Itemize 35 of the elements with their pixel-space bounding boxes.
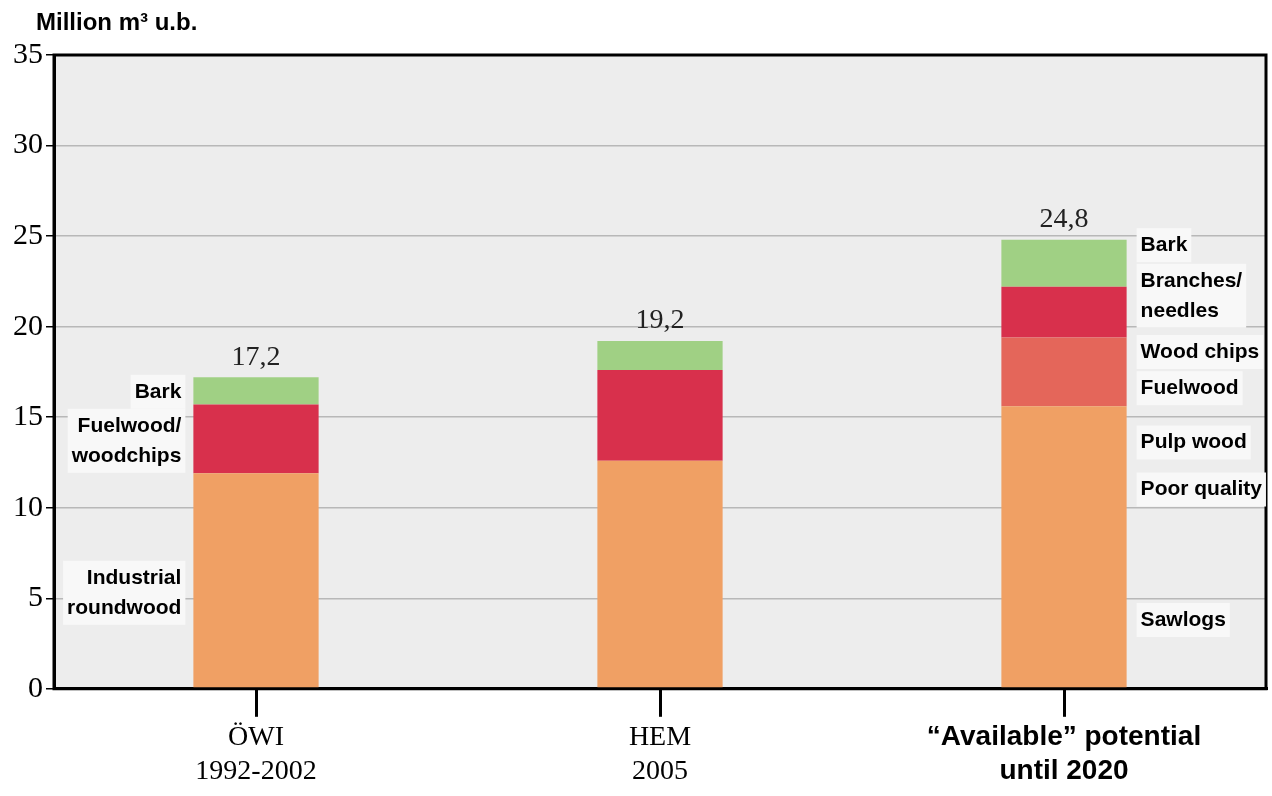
- y-tick-label: 35: [13, 35, 43, 69]
- bar: [193, 404, 319, 474]
- x-tick-label: ÖWI 1992-2002: [195, 719, 317, 785]
- y-tick-label: 0: [28, 669, 43, 703]
- bar: [597, 460, 723, 689]
- annotation: Wood chips: [1140, 338, 1260, 362]
- bar: [1001, 239, 1127, 287]
- bar: [1001, 286, 1127, 338]
- annotation: Fuelwood: [1140, 374, 1239, 398]
- y-tick-label: 5: [28, 579, 43, 613]
- annotation: Bark: [134, 378, 182, 402]
- total-label: 19,2: [635, 303, 685, 335]
- y-tick-label: 10: [13, 488, 43, 522]
- total-label: 24,8: [1039, 202, 1089, 234]
- annotation: Bark: [1140, 231, 1188, 255]
- bar: [1001, 406, 1127, 689]
- bar: [1001, 337, 1127, 407]
- y-tick-label: 20: [13, 307, 43, 341]
- bar: [597, 341, 723, 371]
- annotation: Poor quality: [1140, 476, 1263, 500]
- bar: [597, 370, 723, 461]
- y-tick-label: 30: [13, 126, 43, 160]
- annotation: Fuelwood/ woodchips: [70, 412, 182, 466]
- bar: [193, 473, 319, 689]
- annotation: Pulp wood: [1140, 429, 1247, 453]
- y-axis-title: Million m³ u.b.: [36, 8, 198, 36]
- annotation: Sawlogs: [1140, 606, 1226, 630]
- y-tick-label: 25: [13, 216, 43, 250]
- bar: [193, 377, 319, 405]
- annotation: Branches/ needles: [1140, 267, 1243, 321]
- x-tick-label: HEM 2005: [628, 719, 692, 785]
- x-tick-label: “Available” potential until 2020: [926, 720, 1202, 785]
- annotation: Industrial roundwood: [67, 564, 182, 618]
- y-tick-label: 15: [13, 398, 43, 432]
- total-label: 17,2: [231, 339, 281, 371]
